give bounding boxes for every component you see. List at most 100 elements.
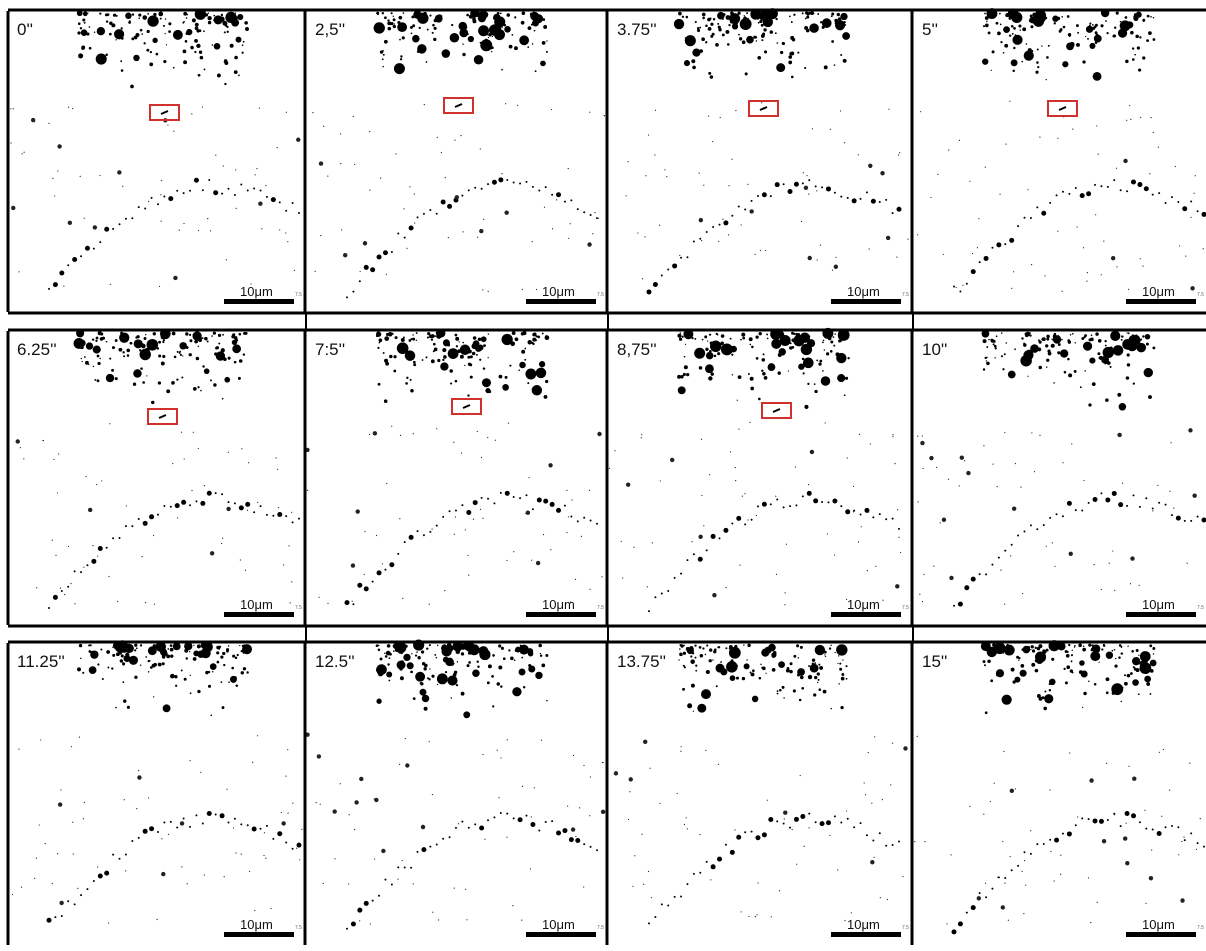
speckle: [259, 505, 262, 508]
speckle: [834, 333, 836, 335]
speckle: [735, 480, 737, 482]
speckle: [1183, 519, 1186, 522]
speckle: [1003, 644, 1015, 656]
speckle: [939, 522, 941, 524]
speckle: [729, 337, 732, 340]
speckle: [486, 33, 489, 36]
time-label: 6.25'': [17, 340, 57, 359]
speckle: [1145, 902, 1147, 904]
speckle: [376, 570, 382, 576]
speckle: [276, 147, 278, 149]
speckle: [996, 486, 998, 488]
speckle: [1118, 656, 1121, 659]
speckle: [359, 920, 361, 922]
speckle: [525, 510, 531, 515]
speckle: [1012, 34, 1023, 45]
speckle: [807, 382, 810, 386]
speckle: [673, 18, 685, 30]
speckle: [880, 171, 885, 176]
speckle: [237, 376, 241, 380]
speckle: [491, 35, 493, 38]
speckle: [572, 754, 575, 757]
speckle: [404, 350, 416, 361]
speckle: [1013, 271, 1015, 273]
speckle: [428, 741, 430, 743]
speckle: [722, 218, 724, 220]
speckle: [705, 860, 708, 863]
speckle: [1190, 832, 1193, 835]
speckle: [691, 647, 694, 650]
speckle: [797, 51, 800, 54]
speckle: [824, 654, 826, 656]
speckle: [736, 515, 742, 521]
panel: 13.75''10μm 7.5: [609, 643, 911, 945]
speckle: [1049, 789, 1051, 791]
speckle: [528, 665, 536, 673]
speckle: [1055, 513, 1058, 516]
speckle: [845, 509, 851, 515]
speckle: [776, 63, 786, 73]
speckle: [191, 113, 193, 115]
speckle: [708, 659, 712, 663]
speckle: [97, 331, 102, 336]
speckle: [694, 347, 706, 359]
speckle: [474, 186, 477, 189]
speckle: [534, 70, 537, 73]
speckle: [232, 654, 236, 658]
speckle: [760, 23, 764, 27]
speckle: [220, 13, 224, 17]
speckle: [741, 495, 744, 497]
speckle: [1000, 41, 1003, 44]
speckle: [182, 49, 187, 54]
speckle: [195, 500, 198, 503]
speckle: [1047, 349, 1051, 353]
speckle: [984, 12, 986, 15]
speckle: [649, 767, 651, 769]
speckle: [1128, 288, 1130, 290]
speckle: [506, 739, 508, 741]
speckle: [60, 589, 63, 592]
speckle: [175, 684, 178, 687]
speckle: [225, 259, 227, 261]
speckle: [435, 656, 438, 659]
speckle: [922, 467, 924, 470]
speckle: [64, 594, 66, 596]
speckle: [734, 829, 736, 831]
speckle: [1130, 672, 1133, 675]
speckle: [829, 349, 833, 353]
speckle: [842, 58, 847, 63]
speckle: [1067, 357, 1070, 361]
speckle: [1089, 22, 1092, 25]
speckle: [1114, 664, 1118, 668]
speckle: [381, 848, 386, 854]
speckle: [718, 223, 721, 226]
speckle: [285, 841, 288, 844]
speckle: [159, 17, 162, 20]
speckle: [429, 530, 432, 533]
speckle: [741, 40, 746, 45]
speckle: [499, 17, 504, 22]
speckle: [813, 383, 816, 385]
speckle: [512, 905, 514, 907]
speckle: [703, 184, 705, 186]
speckle: [149, 50, 153, 54]
speckle: [1152, 38, 1156, 41]
panel-image: [914, 643, 1206, 945]
speckle: [683, 60, 691, 67]
speckle: [420, 824, 426, 830]
highlight-box: [748, 100, 779, 117]
speckle: [206, 340, 209, 343]
speckle: [1045, 344, 1049, 348]
speckle: [539, 652, 542, 655]
speckle: [94, 378, 97, 381]
speckle: [1091, 382, 1096, 386]
speckle: [821, 186, 824, 189]
speckle: [424, 663, 428, 668]
speckle: [133, 339, 143, 349]
speckle: [83, 356, 86, 358]
speckle: [501, 26, 503, 29]
speckle: [163, 332, 168, 337]
speckle: [1192, 493, 1197, 498]
speckle: [758, 331, 762, 336]
speckle: [825, 352, 830, 356]
